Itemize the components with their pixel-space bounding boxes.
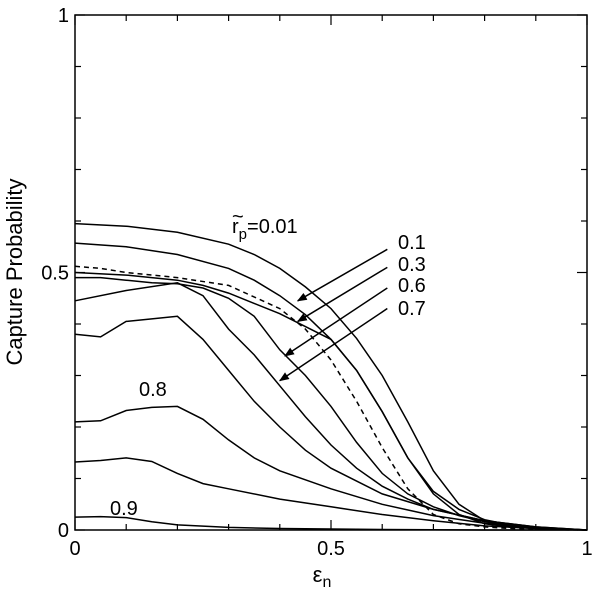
series-line-0-7: [75, 276, 588, 531]
series-line-0-01: [74, 222, 588, 531]
arrow-0-7: [278, 307, 388, 382]
annotation-label-0-1: 0.1: [398, 232, 426, 254]
annotation-label-0-9: 0.9: [110, 498, 138, 520]
series-line-0-3: [74, 265, 588, 531]
annotation-rp-tilde: ~: [232, 206, 244, 228]
annotation-rp-value: =0.01: [247, 216, 298, 238]
x-tick-label: 1: [581, 538, 592, 560]
axis-ticks: [74, 14, 588, 531]
x-axis-title-sub: n: [322, 574, 331, 591]
series-curves: [74, 222, 588, 531]
annotation-rp-sub: p: [239, 226, 247, 243]
y-tick-label: 0: [58, 520, 69, 542]
x-tick-label: 0: [69, 538, 80, 560]
plot-frame: [74, 14, 588, 531]
x-axis-title-main: ε: [313, 562, 323, 587]
annotation-rp-symbol: r: [232, 216, 239, 238]
arrow-0-6: [284, 287, 388, 357]
series-line-0-85: [74, 457, 588, 531]
series-line-0-9: [74, 515, 587, 531]
series-line-0-8: [74, 405, 588, 531]
y-tick-label: 1: [58, 5, 69, 27]
x-axis-title: εn: [313, 562, 332, 591]
axis-tick-labels: 0 0.5 1 0 0.5 1: [41, 5, 592, 560]
series-line-0-6: [74, 271, 588, 531]
x-tick-label: 0.5: [317, 538, 345, 560]
annotation-label-0-3: 0.3: [398, 254, 426, 276]
y-tick-label: 0.5: [41, 263, 69, 285]
annotation-label-0-6: 0.6: [398, 275, 426, 297]
annotation-rp-label: rp=0.01: [232, 216, 298, 243]
arrow-0-3: [296, 266, 388, 323]
arrow-0-1: [296, 248, 388, 302]
annotation-arrows: [278, 248, 388, 382]
annotation-label-0-8: 0.8: [139, 379, 167, 401]
y-axis-title: Capture Probability: [2, 178, 27, 365]
series-line-0-77: [74, 315, 588, 531]
annotation-label-0-7: 0.7: [398, 298, 426, 320]
